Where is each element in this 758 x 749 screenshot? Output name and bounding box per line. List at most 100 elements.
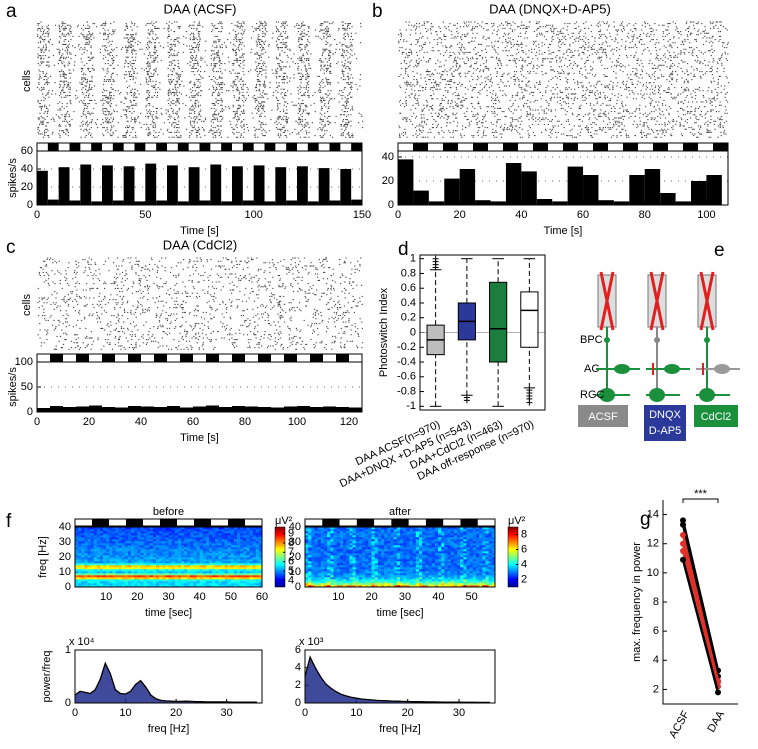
heatmap-cell — [87, 569, 90, 571]
heatmap-cell — [243, 549, 246, 551]
heatmap-cell — [305, 531, 308, 533]
heatmap-cell — [150, 529, 153, 531]
heatmap-cell — [403, 545, 406, 547]
heatmap-cell — [212, 539, 215, 541]
heatmap-cell — [467, 539, 470, 541]
heatmap-cell — [197, 563, 200, 565]
heatmap-cell — [200, 547, 203, 549]
heatmap-cell — [486, 577, 489, 579]
heatmap-cell — [137, 539, 140, 541]
heatmap-cell — [362, 551, 365, 553]
heatmap-cell — [206, 563, 209, 565]
heatmap-cell — [218, 545, 221, 547]
stimulus-off — [533, 143, 548, 151]
heatmap-cell — [365, 583, 368, 585]
heatmap-cell — [365, 579, 368, 581]
heatmap-cell — [419, 541, 422, 543]
heatmap-cell — [240, 575, 243, 577]
heatmap-cell — [240, 559, 243, 561]
heatmap-cell — [343, 579, 346, 581]
heatmap-cell — [438, 543, 441, 545]
heatmap-cell — [256, 545, 259, 547]
heatmap-cell — [460, 573, 463, 575]
heatmap-cell — [476, 581, 479, 583]
heatmap-cell — [429, 537, 432, 539]
y-tick-label: 20 — [59, 551, 71, 563]
heatmap-cell — [416, 535, 419, 537]
layer-label: AC — [584, 363, 599, 375]
heatmap-cell — [225, 539, 228, 541]
heatmap-cell — [225, 555, 228, 557]
heatmap-cell — [460, 549, 463, 551]
heatmap-cell — [425, 555, 428, 557]
heatmap-cell — [454, 545, 457, 547]
heatmap-cell — [467, 569, 470, 571]
heatmap-cell — [391, 561, 394, 563]
heatmap-cell — [489, 567, 492, 569]
heatmap-cell — [122, 533, 125, 535]
heatmap-cell — [218, 577, 221, 579]
heatmap-cell — [128, 555, 131, 557]
heatmap-cell — [218, 541, 221, 543]
heatmap-cell — [476, 569, 479, 571]
histogram-bar — [219, 407, 232, 412]
heatmap-cell — [75, 535, 78, 537]
heatmap-cell — [172, 577, 175, 579]
heatmap-cell — [403, 539, 406, 541]
heatmap-cell — [112, 577, 115, 579]
heatmap-cell — [429, 571, 432, 573]
heatmap-cell — [215, 545, 218, 547]
heatmap-cell — [187, 567, 190, 569]
heatmap-cell — [318, 553, 321, 555]
heatmap-cell — [381, 583, 384, 585]
heatmap-cell — [479, 559, 482, 561]
heatmap-cell — [403, 581, 406, 583]
heatmap-cell — [78, 533, 81, 535]
heatmap-cell — [144, 561, 147, 563]
heatmap-cell — [422, 577, 425, 579]
heatmap-cell — [228, 581, 231, 583]
heatmap-cell — [184, 573, 187, 575]
heatmap-cell — [425, 571, 428, 573]
heatmap-cell — [234, 543, 237, 545]
heatmap-cell — [91, 575, 94, 577]
stimulus-off — [180, 354, 193, 362]
histogram-bar — [200, 201, 211, 206]
heatmap-cell — [84, 559, 87, 561]
heatmap-cell — [425, 557, 428, 559]
heatmap-cell — [106, 539, 109, 541]
heatmap-cell — [368, 545, 371, 547]
heatmap-cell — [97, 545, 100, 547]
heatmap-cell — [489, 579, 492, 581]
heatmap-cell — [397, 531, 400, 533]
heatmap-cell — [444, 539, 447, 541]
heatmap-cell — [315, 577, 318, 579]
heatmap-cell — [441, 577, 444, 579]
heatmap-cell — [425, 565, 428, 567]
stimulus-off — [286, 143, 297, 151]
heatmap-cell — [397, 555, 400, 557]
heatmap-cell — [334, 557, 337, 559]
heatmap-cell — [103, 553, 106, 555]
heatmap-cell — [394, 549, 397, 551]
heatmap-cell — [172, 581, 175, 583]
heatmap-cell — [209, 573, 212, 575]
heatmap-cell — [134, 557, 137, 559]
heatmap-cell — [457, 569, 460, 571]
heatmap-cell — [365, 535, 368, 537]
heatmap-cell — [438, 533, 441, 535]
heatmap-cell — [438, 535, 441, 537]
heatmap-cell — [391, 557, 394, 559]
heatmap-cell — [400, 561, 403, 563]
heatmap-cell — [103, 547, 106, 549]
heatmap-cell — [482, 581, 485, 583]
heatmap-cell — [365, 547, 368, 549]
heatmap-cell — [250, 547, 253, 549]
heatmap-cell — [391, 545, 394, 547]
heatmap-cell — [140, 565, 143, 567]
heatmap-cell — [482, 583, 485, 585]
heatmap-cell — [454, 537, 457, 539]
heatmap-cell — [221, 545, 224, 547]
heatmap-cell — [128, 569, 131, 571]
chart-title: DAA (ACSF) — [164, 1, 237, 16]
